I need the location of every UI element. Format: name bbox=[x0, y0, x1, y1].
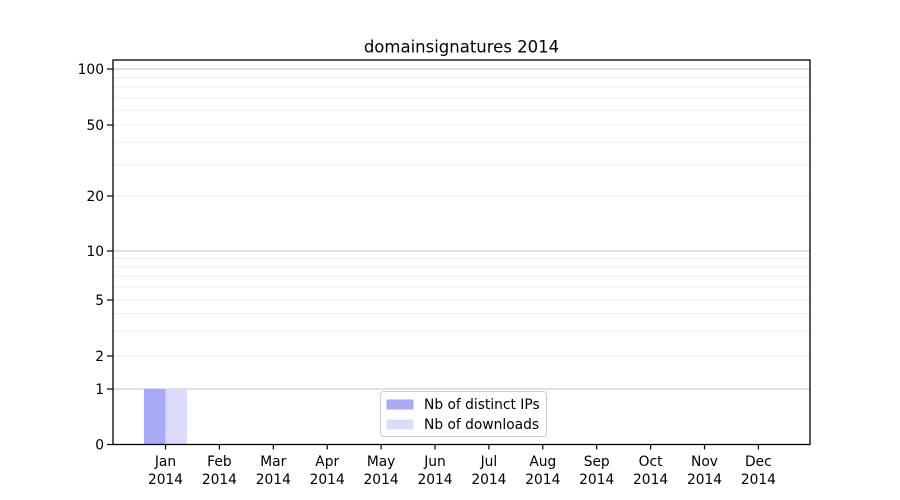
x-tick-label-year: 2014 bbox=[202, 472, 237, 488]
x-tick-label-month: May bbox=[367, 454, 396, 470]
y-tick-label: 0 bbox=[95, 437, 104, 453]
bar-downloads bbox=[165, 389, 188, 445]
x-tick-label-month: Aug bbox=[529, 454, 556, 470]
x-tick-label-year: 2014 bbox=[417, 472, 452, 488]
chart-title: domainsignatures 2014 bbox=[364, 38, 559, 57]
x-tick-label-month: Feb bbox=[207, 454, 231, 470]
x-tick-label-year: 2014 bbox=[633, 472, 668, 488]
x-tick-label-month: Jan bbox=[154, 454, 176, 470]
bar-distinct-ips bbox=[143, 389, 166, 445]
x-tick-label-year: 2014 bbox=[364, 472, 399, 488]
x-tick-label-year: 2014 bbox=[310, 472, 345, 488]
y-tick-label: 20 bbox=[86, 189, 104, 205]
x-tick-label-year: 2014 bbox=[148, 472, 183, 488]
y-tick-label: 100 bbox=[78, 62, 104, 78]
axes: 0 1 2 5 10 20 50 100 Jan 2014 Feb 2014 Mar 2014 Apr 201… bbox=[78, 59, 811, 488]
y-tick-label: 50 bbox=[86, 118, 104, 134]
y-tick-label: 10 bbox=[86, 244, 104, 260]
x-tick-label-month: Mar bbox=[260, 454, 286, 470]
y-tick-label: 2 bbox=[95, 349, 104, 365]
x-tick-label-year: 2014 bbox=[687, 472, 722, 488]
x-tick-label-year: 2014 bbox=[256, 472, 291, 488]
x-tick-label-month: Oct bbox=[639, 454, 663, 470]
plot-border bbox=[112, 59, 811, 446]
x-tick-label-month: Nov bbox=[691, 454, 718, 470]
x-tick-label-month: Dec bbox=[745, 454, 772, 470]
legend-swatch-downloads bbox=[386, 419, 414, 430]
legend-box bbox=[380, 391, 547, 437]
y-tick-label: 1 bbox=[95, 382, 104, 398]
gridlines bbox=[113, 68, 810, 390]
legend-label: Nb of distinct IPs bbox=[424, 397, 540, 413]
x-tick-label-year: 2014 bbox=[525, 472, 560, 488]
x-tick-label-month: Apr bbox=[315, 454, 339, 470]
x-tick-label-month: Jun bbox=[423, 454, 446, 470]
legend-swatch-distinct-ips bbox=[386, 399, 414, 410]
x-tick-label-month: Jul bbox=[480, 454, 498, 470]
bars bbox=[143, 389, 188, 445]
x-tick-label-month: Sep bbox=[584, 454, 610, 470]
x-tick-label-year: 2014 bbox=[579, 472, 614, 488]
x-tick-label-year: 2014 bbox=[741, 472, 776, 488]
x-tick-label-year: 2014 bbox=[471, 472, 506, 488]
legend: Nb of distinct IPs Nb of downloads bbox=[380, 391, 547, 437]
y-tick-label: 5 bbox=[95, 293, 104, 309]
legend-label: Nb of downloads bbox=[424, 417, 539, 433]
